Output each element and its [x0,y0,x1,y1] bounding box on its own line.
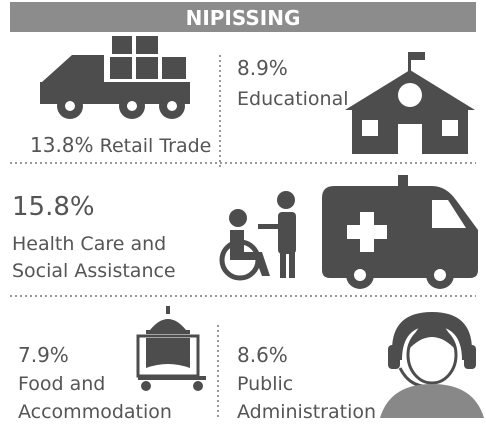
sector-percent: 7.9% [18,343,69,367]
header-bar [10,2,476,32]
sector-percent: 8.9% [237,56,288,80]
header-title: NIPISSING [186,6,301,30]
ambulance-icon [322,175,478,289]
sector-label: Public [237,373,293,395]
sector-percent: 15.8% [12,192,95,222]
sector-label: Administration [237,401,376,423]
sector-percent: 13.8% [30,133,94,157]
sector-label: Educational [237,88,349,110]
school-icon [345,52,475,154]
sector-label: Accommodation [18,401,172,423]
headset-person-icon [380,312,484,418]
sector-label: Health Care and [12,233,166,255]
sector-label: Food and [18,373,105,395]
sector-percent: 8.6% [237,343,288,367]
sector-label: Social Assistance [12,260,176,282]
sector-label: Retail Trade [100,135,212,157]
sector-text: 13.8% Retail Trade [30,133,211,157]
cart-icon [136,306,206,391]
truck-icon [40,36,190,119]
wheelchair-icon [219,191,296,281]
